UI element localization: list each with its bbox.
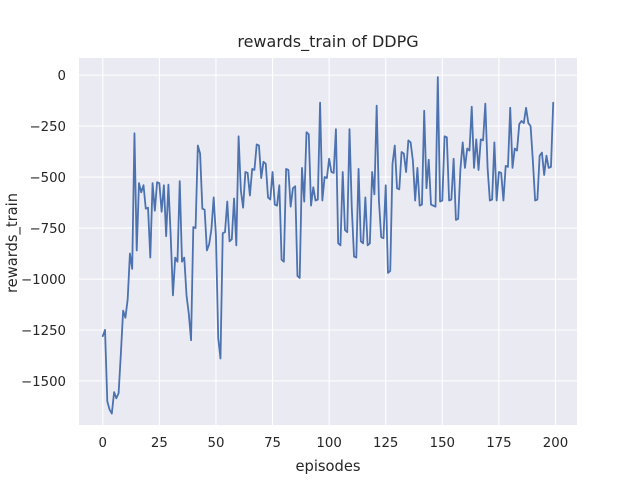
y-tick-label: −500 (29, 171, 66, 186)
y-gridlines (79, 74, 577, 382)
y-tick-label: −1500 (21, 375, 66, 390)
x-tick-label: 25 (151, 436, 168, 451)
x-tick-label: 75 (264, 436, 281, 451)
x-tick-label: 100 (316, 436, 341, 451)
x-gridlines (102, 58, 557, 425)
y-tick-label: −1250 (21, 324, 66, 339)
y-tick-label: 0 (58, 69, 66, 84)
plot-area-background (79, 58, 577, 425)
x-axis-label: episodes (295, 458, 360, 475)
series-line-rewards-train (101, 76, 555, 415)
x-tick-labels: 0 25 50 75 100 125 150 175 200 (99, 436, 569, 451)
x-tick-label: 175 (486, 436, 511, 451)
y-axis-label: rewards_train (4, 193, 21, 293)
x-tick-label: 125 (373, 436, 398, 451)
x-tick-label: 150 (430, 436, 455, 451)
x-tick-label: 0 (99, 436, 107, 451)
y-tick-label: −750 (29, 222, 66, 237)
chart-title: rewards_train of DDPG (237, 32, 418, 52)
y-tick-label: −1000 (21, 273, 66, 288)
y-tick-label: −250 (29, 120, 66, 135)
y-tick-labels: 0 −250 −500 −750 −1000 −1250 −1500 (21, 69, 66, 390)
x-tick-label: 50 (207, 436, 224, 451)
x-tick-label: 200 (543, 436, 568, 451)
